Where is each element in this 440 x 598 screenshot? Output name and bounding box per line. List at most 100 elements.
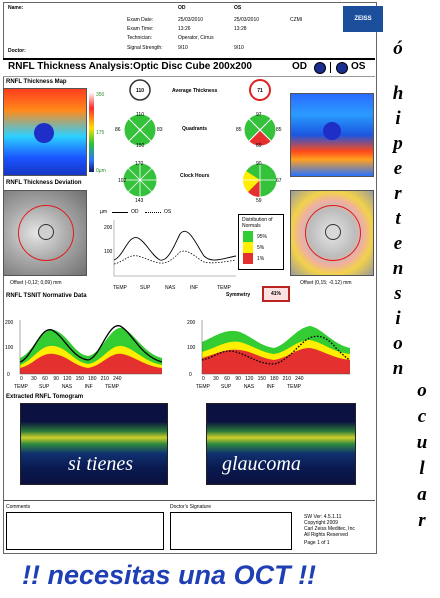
dist-red-swatch	[243, 253, 253, 264]
xlabel: INF	[84, 384, 93, 390]
clock-od-side: 102	[118, 178, 127, 184]
xlabel: INF	[266, 384, 275, 390]
tsnit-od-y-100: 100	[5, 345, 14, 351]
tsnit-os-y-100: 100	[187, 345, 196, 351]
tsnit-os-curve	[201, 335, 351, 365]
tsnit-normative-od	[19, 320, 163, 375]
vertical-letter: r	[394, 183, 402, 204]
tick: 0	[20, 376, 23, 382]
vertical-letter: l	[419, 458, 425, 479]
legend-os: OS	[164, 209, 172, 215]
tomogram-od	[20, 403, 168, 485]
tsnit-os-red	[202, 348, 350, 374]
tick: 30	[31, 376, 37, 382]
copyright: Copyright 2009	[304, 520, 338, 526]
rnfl-thickness-map-os	[290, 93, 374, 177]
clock-hours-label: Clock Hours	[180, 173, 210, 179]
tick: 180	[270, 376, 279, 382]
title-od: OD	[292, 61, 307, 72]
deviation-title: RNFL Thickness Deviation	[6, 180, 82, 186]
tsnit-od-x-ticks: 0 30 60 90 120 150 180 210 240	[20, 376, 122, 382]
exam-time-label: Exam Time:	[127, 26, 154, 32]
exam-code: CZMI	[290, 17, 303, 23]
footer-divider	[3, 500, 375, 501]
tsnit-od-red	[20, 353, 162, 374]
signature-box[interactable]	[170, 512, 292, 550]
comp-y-100: 100	[104, 249, 113, 255]
symmetry-value: 41%	[270, 291, 281, 297]
vertical-letter	[390, 61, 406, 81]
overlay-si-tienes: si tienes	[68, 453, 133, 475]
tick: 90	[53, 376, 59, 382]
report-title: RNFL Thickness Analysis:Optic Disc Cube …	[8, 61, 252, 72]
vertical-letter: e	[393, 158, 403, 179]
dist-95: 95%	[257, 234, 268, 240]
quadrants-label: Quadrants	[182, 126, 208, 132]
legend-um: µm	[100, 209, 108, 215]
quad-od-t: 86	[115, 127, 121, 133]
tomogram-title: Extracted RNFL Tomogram	[6, 394, 84, 400]
signal-os: 9/10	[234, 45, 244, 51]
os-eye-icon	[336, 62, 348, 74]
legend-od-line	[112, 212, 128, 213]
vertical-letter: e	[393, 233, 403, 254]
technician-value: Operator, Cirrus	[178, 35, 214, 41]
quad-od-s: 110	[136, 112, 144, 118]
tick: 30	[213, 376, 219, 382]
avg-thickness-label: Average Thickness	[172, 88, 218, 94]
xlabel: TEMP	[14, 384, 28, 390]
tomogram-os	[206, 403, 356, 485]
dist-green-swatch	[243, 231, 253, 242]
tick: 210	[282, 376, 291, 382]
company: Carl Zeiss Meditec, Inc	[304, 526, 355, 532]
xlabel: NAS	[243, 384, 255, 390]
quad-os-t: 85	[276, 127, 282, 133]
comments-label: Comments	[6, 504, 31, 510]
legend-od: OD	[131, 209, 139, 215]
vertical-letter: i	[395, 308, 401, 329]
avg-circle-od	[129, 79, 151, 101]
zeiss-logo: ZEISS	[343, 6, 383, 32]
quad-os-s: 97	[256, 112, 262, 118]
tick: 240	[113, 376, 122, 382]
xlabel: TEMP	[105, 384, 119, 390]
tick: 240	[295, 376, 304, 382]
comp-x-sup: SUP	[140, 285, 151, 291]
overlay-glaucoma: glaucoma	[222, 453, 301, 475]
vertical-letter: h	[392, 83, 404, 104]
optic-disc-os-icon	[323, 122, 341, 140]
tick: 60	[42, 376, 48, 382]
avg-circle-os	[249, 79, 271, 101]
clock-os-bottom: 59	[256, 198, 262, 204]
comp-y-200: 200	[104, 225, 113, 231]
od-eye-icon	[314, 62, 326, 74]
name-label: Name:	[8, 5, 24, 11]
vertical-letter: p	[393, 133, 403, 154]
tsnit-od-y-200: 200	[5, 320, 14, 326]
center-diagrams	[122, 79, 278, 198]
signature-label: Doctor's Signature	[170, 504, 211, 510]
dist-5: 5%	[257, 245, 265, 251]
exam-date-label: Exam Date:	[127, 17, 154, 23]
scale-mid: 175	[96, 130, 105, 136]
header-os: OS	[234, 5, 242, 11]
tsnit-od-y-0: 0	[7, 372, 10, 378]
optic-disc-icon	[34, 123, 54, 143]
tsnit-od-curve	[19, 325, 163, 363]
tsnit-title: RNFL TSNIT Normative Data	[6, 293, 87, 299]
tick: 90	[235, 376, 241, 382]
doctor-label: Doctor:	[8, 48, 26, 54]
quad-od-i: 150	[136, 143, 145, 149]
tsnit-comparison-chart	[113, 220, 237, 277]
vertical-letter: c	[417, 406, 427, 427]
tsnit-normative-os	[201, 320, 351, 375]
tsnit-os-x-labels: TEMP SUP NAS INF TEMP	[196, 384, 301, 390]
comp-x-temp: TEMP	[113, 285, 127, 291]
comments-box[interactable]	[6, 512, 164, 550]
clock-od-top: 170	[135, 161, 144, 167]
title-bar	[3, 58, 375, 77]
page-number: Page 1 of 1	[304, 540, 330, 546]
